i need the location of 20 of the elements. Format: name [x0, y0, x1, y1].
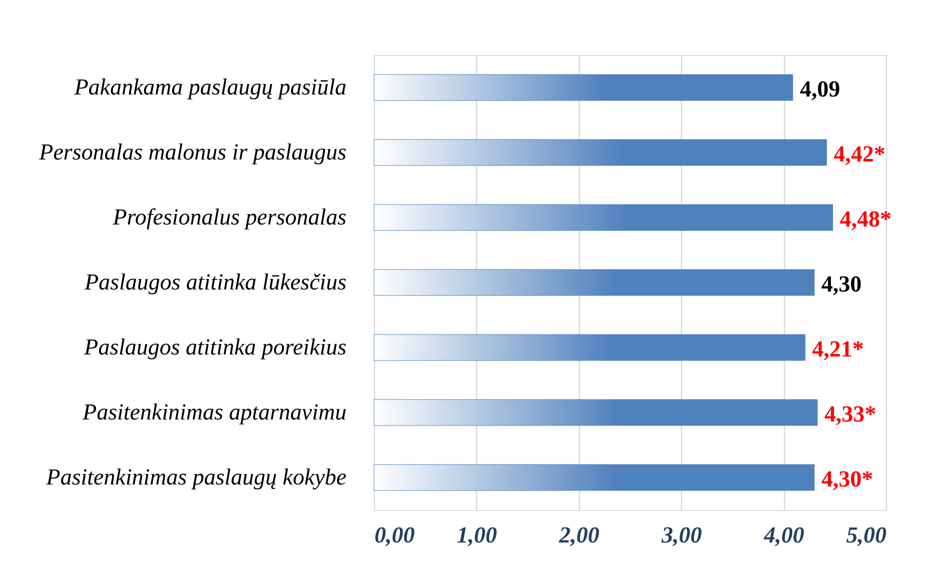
- x-tick-label: 2,00: [558, 522, 600, 548]
- x-tick-label: 4,00: [762, 522, 805, 548]
- y-tick-label: Profesionalus personalas: [112, 204, 347, 230]
- y-tick-label: Pasitenkinimas aptarnavimu: [82, 400, 346, 424]
- y-tick-label: Paslaugos atitinka poreikius: [83, 334, 347, 360]
- y-tick-label: Paslaugos atitinka lūkesčius: [84, 270, 347, 294]
- data-label: 4,42*: [834, 142, 886, 166]
- data-label: 4,30*: [821, 466, 874, 492]
- data-label: 4,30: [821, 272, 862, 296]
- x-tick-label: 5,00: [846, 522, 887, 548]
- data-label: 4,48*: [840, 206, 892, 232]
- data-label: 4,21*: [812, 336, 864, 362]
- x-tick-label: 3,00: [660, 522, 702, 548]
- data-label: 4,09: [800, 76, 840, 102]
- y-tick-label: Pakankama paslaugų pasiūla: [73, 74, 346, 100]
- x-tick-label: 0,00: [374, 522, 416, 548]
- y-tick-label: Personalas malonus ir paslaugus: [38, 140, 347, 164]
- y-tick-label: Pasitenkinimas paslaugų kokybe: [45, 464, 346, 490]
- x-tick-label: 1,00: [456, 522, 498, 548]
- data-label: 4,33*: [824, 402, 876, 426]
